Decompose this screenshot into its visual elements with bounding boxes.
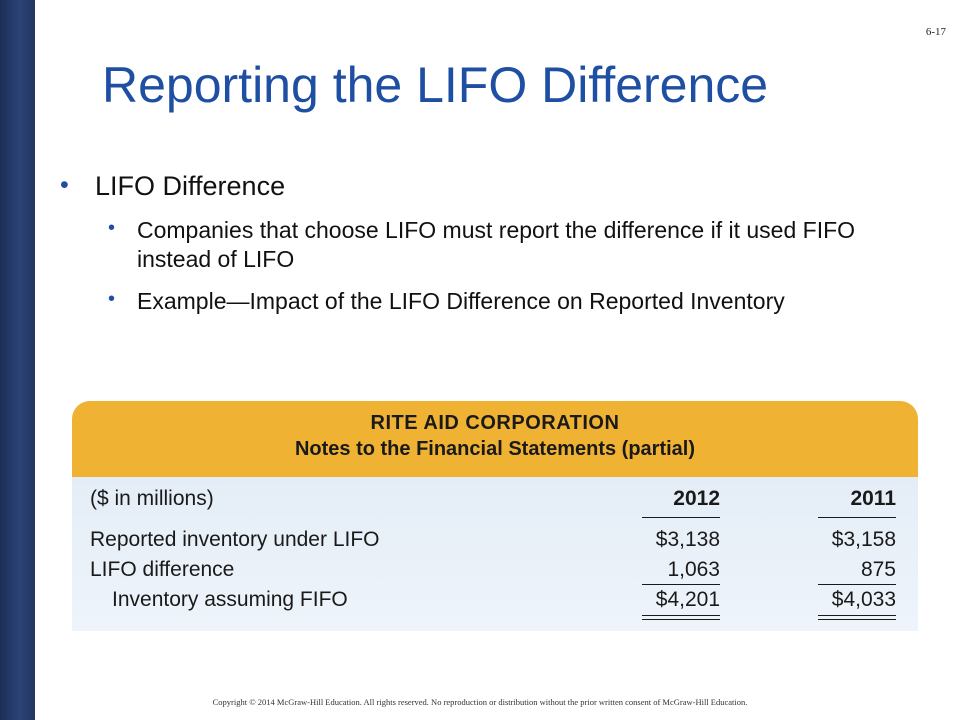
cell-value: 875: [860, 558, 896, 581]
table-row-total: Inventory assuming FIFO $4,201 $4,033: [72, 588, 918, 614]
row-label: LIFO difference: [90, 558, 235, 581]
statement-subtitle: Notes to the Financial Statements (parti…: [294, 438, 696, 460]
cell-value: $4,201: [655, 588, 720, 611]
bullet-dot-icon: •: [60, 171, 69, 199]
bullet-level1-text: LIFO Difference: [95, 171, 286, 201]
slide-title: Reporting the LIFO Difference: [102, 57, 769, 113]
financial-statement-panel: RITE AID CORPORATION Notes to the Financ…: [72, 401, 918, 631]
statement-header: RITE AID CORPORATION Notes to the Financ…: [72, 401, 918, 477]
bullet-level2: • Companies that choose LIFO must report…: [108, 216, 930, 273]
bullet-dot-icon: •: [108, 217, 116, 240]
total-double-rule: [642, 615, 720, 620]
bullet-dot-icon: •: [108, 288, 116, 311]
row-label: Inventory assuming FIFO: [112, 588, 348, 611]
subtotal-rule: [818, 584, 896, 585]
total-double-rule: [818, 615, 896, 620]
units-label: ($ in millions): [90, 487, 214, 510]
column-underline: [642, 517, 720, 518]
statement-table: ($ in millions) 2012 2011 Reported inven…: [72, 477, 918, 631]
table-row: Reported inventory under LIFO $3,138 $3,…: [72, 528, 918, 554]
column-underline: [818, 517, 896, 518]
copyright-notice: Copyright © 2014 McGraw-Hill Education. …: [212, 697, 748, 707]
year-column-header: 2011: [850, 487, 896, 510]
slide-number: 6-17: [925, 26, 946, 38]
bullet-list: • LIFO Difference • Companies that choos…: [60, 170, 930, 316]
cell-value: $3,138: [655, 528, 720, 551]
bullet-level1: • LIFO Difference: [60, 170, 930, 202]
bullet-level2-text: Example—Impact of the LIFO Difference on…: [137, 288, 785, 315]
row-label: Reported inventory under LIFO: [90, 528, 380, 551]
subtotal-rule: [642, 584, 720, 585]
company-name: RITE AID CORPORATION: [370, 412, 620, 434]
cell-value: $3,158: [831, 528, 896, 551]
bullet-level2: • Example—Impact of the LIFO Difference …: [108, 287, 930, 316]
table-header-row: ($ in millions) 2012 2011: [72, 487, 918, 513]
side-decoration-bar: [0, 0, 35, 720]
year-column-header: 2012: [673, 487, 720, 510]
cell-value: $4,033: [831, 588, 896, 611]
cell-value: 1,063: [667, 558, 720, 581]
bullet-level2-text: Companies that choose LIFO must report t…: [137, 217, 856, 272]
table-row: LIFO difference 1,063 875: [72, 558, 918, 584]
